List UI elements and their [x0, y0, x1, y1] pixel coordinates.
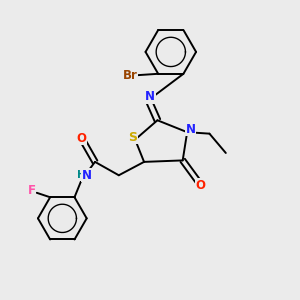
Text: F: F [27, 184, 35, 197]
Text: N: N [145, 90, 155, 103]
Text: O: O [196, 178, 206, 192]
Text: O: O [76, 132, 87, 145]
Text: N: N [81, 169, 92, 182]
Text: N: N [186, 123, 196, 136]
Text: S: S [128, 131, 137, 144]
Text: H: H [77, 170, 85, 180]
Text: Br: Br [122, 69, 137, 82]
